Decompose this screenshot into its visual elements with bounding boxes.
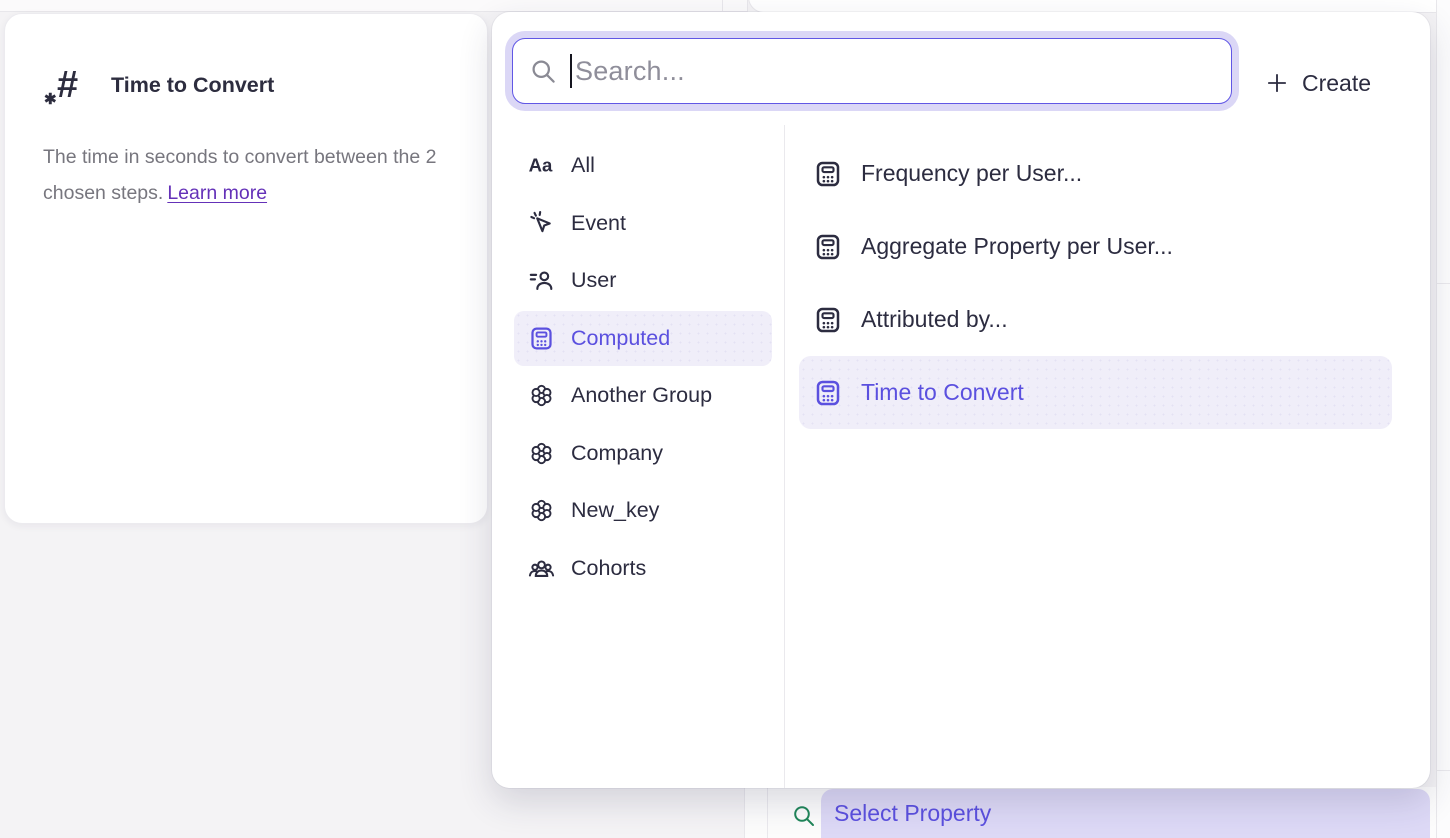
create-button-label: Create [1302, 69, 1372, 96]
property-item-attributed-by[interactable]: Attributed by... [799, 283, 1392, 356]
group-icon [528, 497, 555, 524]
property-label: Frequency per User... [861, 160, 1083, 186]
background-divider [767, 787, 768, 838]
text-caret [570, 54, 572, 88]
category-item-user[interactable]: User [514, 253, 772, 308]
background-divider [1437, 770, 1450, 771]
user-icon [528, 267, 555, 294]
computed-icon [813, 378, 843, 408]
search-icon [530, 58, 557, 85]
property-label: Time to Convert [861, 379, 1024, 405]
background-panel-top-mid [722, 0, 748, 12]
tooltip-title: Time to Convert [111, 73, 275, 97]
category-label: Cohorts [571, 555, 647, 580]
property-list: Frequency per User... Aggregate Property … [799, 137, 1392, 429]
cohorts-icon [528, 555, 555, 582]
select-property-label: Select Property [834, 800, 992, 826]
plus-icon [1264, 70, 1290, 96]
category-label: New_key [571, 498, 660, 522]
category-item-all[interactable]: Aa All [514, 138, 772, 193]
property-tooltip-card: # ✱ Time to Convert The time in seconds t… [4, 13, 488, 524]
category-label: User [571, 268, 617, 292]
computed-icon [813, 232, 843, 262]
property-item-time-to-convert[interactable]: Time to Convert [799, 356, 1392, 429]
category-item-cohorts[interactable]: Cohorts [514, 541, 772, 596]
learn-more-link[interactable]: Learn more [167, 181, 268, 204]
search-input[interactable]: Search... [512, 38, 1232, 104]
search-placeholder: Search... [575, 55, 685, 86]
select-property-search-icon [792, 804, 816, 828]
category-label: Company [571, 440, 664, 465]
property-label: Attributed by... [861, 306, 1008, 332]
column-divider [784, 125, 785, 788]
category-item-computed[interactable]: Computed [514, 310, 772, 366]
background-panel-top-left [0, 0, 722, 12]
property-item-aggregate-property-per-user[interactable]: Aggregate Property per User... [799, 210, 1392, 283]
category-label: Event [571, 210, 626, 235]
property-item-frequency-per-user[interactable]: Frequency per User... [799, 137, 1392, 210]
group-icon [528, 382, 555, 409]
property-label: Aggregate Property per User... [861, 233, 1173, 259]
group-icon [528, 440, 555, 467]
tooltip-description-text: The time in seconds to convert between t… [43, 146, 437, 204]
number-hash-icon: # ✱ [44, 64, 79, 108]
background-divider [1437, 283, 1450, 284]
category-label: Computed [571, 325, 671, 350]
tooltip-description: The time in seconds to convert between t… [43, 140, 447, 211]
background-panel-right [1436, 0, 1450, 838]
category-item-event[interactable]: Event [514, 196, 772, 251]
category-item-company[interactable]: Company [514, 426, 772, 481]
category-item-new-key[interactable]: New_key [514, 483, 772, 538]
category-label: Another Group [571, 383, 713, 407]
text-aa-icon: Aa [528, 152, 555, 179]
computed-icon [813, 305, 843, 335]
category-list: Aa All Event User Computed Another Group Compa… [514, 138, 772, 598]
svg-text:Aa: Aa [529, 155, 553, 176]
category-item-another-group[interactable]: Another Group [514, 368, 772, 423]
property-picker-popover: Search... Create Aa All Event User Computed A… [492, 12, 1430, 788]
category-label: All [571, 153, 595, 177]
computed-icon [813, 159, 843, 189]
select-property-field[interactable]: Select Property [821, 789, 1430, 838]
event-cursor-icon [528, 210, 555, 237]
search-focus-ring: Search... [505, 31, 1239, 111]
background-row-bottom: Select Property [744, 787, 1436, 838]
computed-icon [528, 325, 555, 352]
create-button[interactable]: Create [1264, 66, 1371, 100]
